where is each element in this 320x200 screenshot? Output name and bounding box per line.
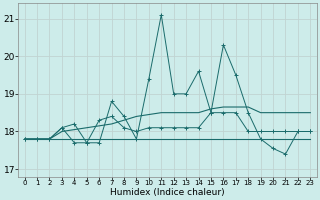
X-axis label: Humidex (Indice chaleur): Humidex (Indice chaleur) (110, 188, 225, 197)
